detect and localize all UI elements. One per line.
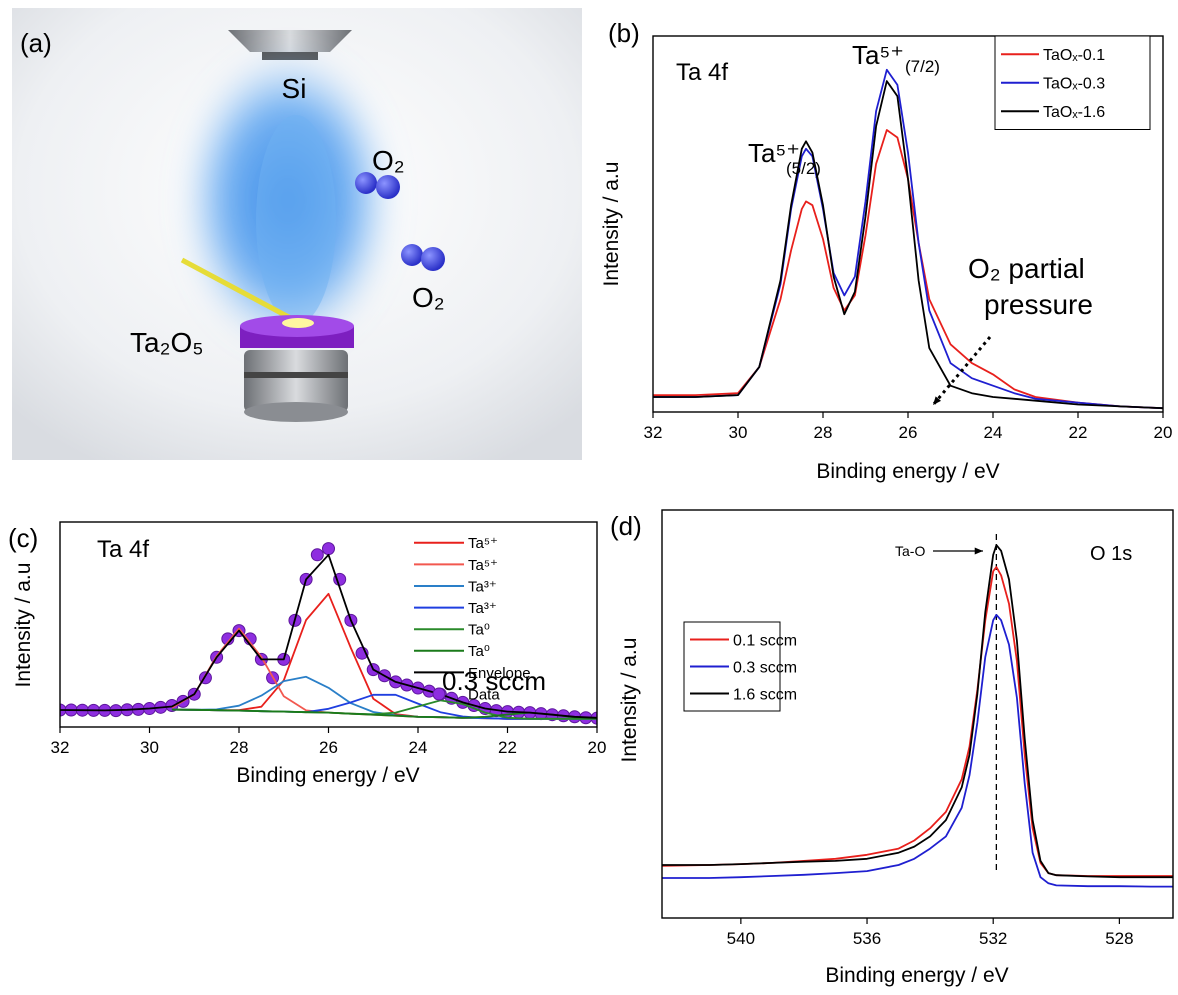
x-tick-label: 28 (814, 423, 833, 442)
series-line (653, 81, 1163, 408)
y-axis-label: Intensity / a.u (600, 162, 623, 287)
x-tick-label: 30 (140, 738, 159, 757)
x-tick-label: 24 (984, 423, 1003, 442)
x-tick-label: 22 (498, 738, 517, 757)
oxygen-atom (376, 175, 400, 199)
chart-panel: (b) Binding energy / eV Intensity / a.u 32 3… (600, 18, 1172, 483)
data-point (311, 549, 323, 561)
legend-label: TaOₓ-0.1 (1043, 47, 1105, 64)
legend-label: Ta⁰ (468, 622, 490, 639)
arrow-head (975, 547, 983, 554)
figure: (a) Si O₂ O₂ Ta₂O₅ (b) Binding energy / e… (0, 0, 1178, 990)
x-tick-label: 536 (853, 929, 881, 948)
chart-panel: (d) Binding energy / eV Intensity / a.u 540… (610, 510, 1173, 987)
annotation: 0.3 sccm (442, 666, 546, 696)
legend-label: TaOₓ-0.3 (1043, 76, 1105, 93)
annotation: pressure (984, 289, 1093, 320)
scene-label: O₂ (372, 145, 405, 176)
panel-a: (a) Si O₂ O₂ Ta₂O₅ (12, 8, 582, 460)
y-axis-label: Intensity / a.u (12, 563, 35, 688)
panel-label: (b) (608, 18, 640, 48)
annotation: (7/2) (905, 57, 940, 76)
legend-label: 0.3 sccm (733, 659, 797, 676)
panel-label: (d) (610, 511, 642, 541)
plot-area (662, 545, 1173, 887)
x-axis-label: Binding energy / eV (825, 964, 1008, 987)
oxygen-atom (401, 244, 423, 266)
scene-label: Si (282, 73, 307, 104)
legend-label: Ta³⁺ (468, 578, 497, 595)
annotation: O₂ partial (968, 253, 1085, 284)
oxygen-atom (421, 247, 445, 271)
x-tick-label: 32 (644, 423, 663, 442)
x-tick-label: 528 (1105, 929, 1133, 948)
x-tick-label: 22 (1069, 423, 1088, 442)
annotation: Ta-O (895, 543, 925, 559)
legend-label: Ta⁵⁺ (468, 535, 498, 552)
x-tick-label: 20 (1154, 423, 1173, 442)
x-tick-label: 20 (588, 738, 607, 757)
x-tick-label: 30 (729, 423, 748, 442)
x-tick-label: 540 (727, 929, 755, 948)
x-tick-label: 532 (979, 929, 1007, 948)
panel-label: (c) (8, 523, 38, 553)
annotation: O 1s (1090, 543, 1132, 565)
legend-label: 1.6 sccm (733, 686, 797, 703)
plume-core (256, 115, 336, 325)
x-axis-label: Binding energy / eV (236, 764, 419, 787)
x-tick-label: 32 (51, 738, 70, 757)
holder-groove (244, 372, 348, 378)
annotation: Ta 4f (97, 536, 149, 563)
legend-label: Ta⁰ (468, 643, 490, 660)
legend-label: TaOₓ-1.6 (1043, 104, 1105, 121)
scene-label: O₂ (412, 282, 445, 313)
x-axis-label: Binding energy / eV (816, 460, 999, 483)
series-line (653, 130, 1163, 408)
annotation: Ta⁵⁺ (852, 40, 904, 70)
holder-base (244, 402, 348, 422)
x-tick-label: 26 (899, 423, 918, 442)
legend-label: Ta⁵⁺ (468, 557, 498, 574)
scene-label: Ta₂O₅ (130, 327, 204, 358)
legend-label: Ta³⁺ (468, 600, 497, 617)
annotation: Ta 4f (676, 59, 728, 86)
panel-label: (a) (20, 28, 52, 58)
x-tick-label: 24 (409, 738, 428, 757)
data-point (323, 543, 335, 555)
series-line (662, 567, 1173, 876)
x-tick-label: 28 (230, 738, 249, 757)
annotation: (5/2) (786, 159, 821, 178)
legend-label: 0.1 sccm (733, 632, 797, 649)
x-tick-label: 26 (319, 738, 338, 757)
chart-panel: (c) Binding energy / eV Intensity / a.u 32 3… (8, 522, 606, 787)
laser-spot (282, 318, 314, 328)
plot-area (54, 543, 603, 725)
series-line (172, 594, 597, 719)
y-axis-label: Intensity / a.u (618, 638, 641, 763)
